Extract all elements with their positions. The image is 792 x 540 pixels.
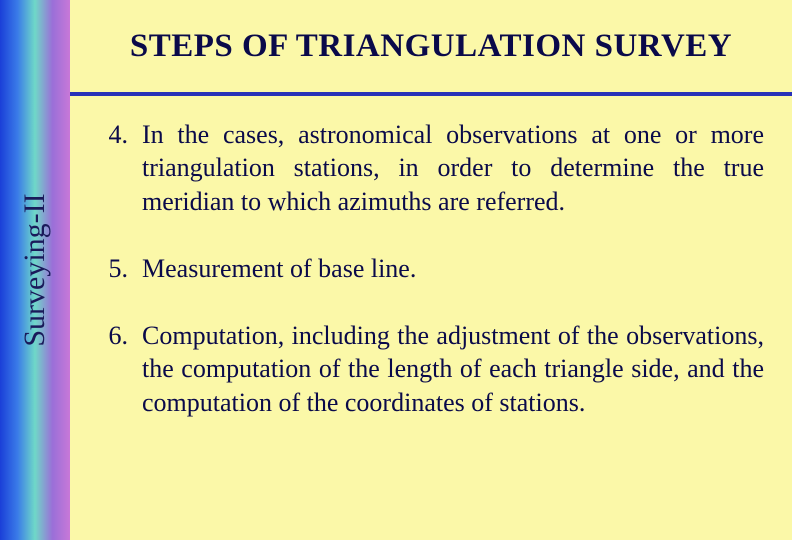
item-text: Computation, including the adjustment of… xyxy=(142,319,764,419)
item-text: In the cases, astronomical observations … xyxy=(142,118,764,218)
title-area: STEPS OF TRIANGULATION SURVEY xyxy=(70,0,792,96)
list-item: 6. Computation, including the adjustment… xyxy=(90,319,764,419)
item-number: 5. xyxy=(90,252,142,285)
main-panel: STEPS OF TRIANGULATION SURVEY 4. In the … xyxy=(70,0,792,540)
item-number: 4. xyxy=(90,118,142,218)
sidebar-label: Surveying-II xyxy=(18,193,52,346)
page-title: STEPS OF TRIANGULATION SURVEY xyxy=(130,28,732,65)
list-item: 5. Measurement of base line. xyxy=(90,252,764,285)
sidebar: Surveying-II xyxy=(0,0,70,540)
item-number: 6. xyxy=(90,319,142,419)
content-body: 4. In the cases, astronomical observatio… xyxy=(70,96,792,540)
list-item: 4. In the cases, astronomical observatio… xyxy=(90,118,764,218)
item-text: Measurement of base line. xyxy=(142,252,764,285)
